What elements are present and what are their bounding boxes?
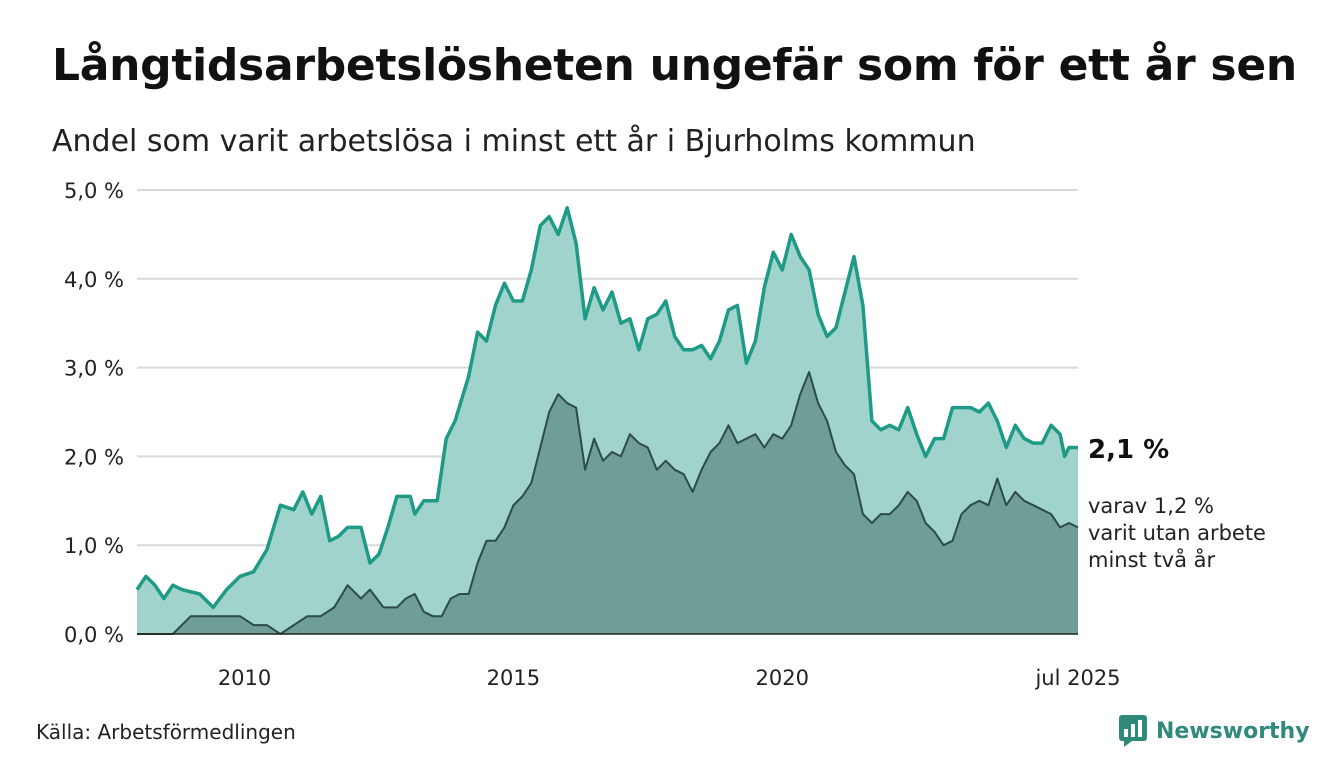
chart-areas [135, 206, 1079, 635]
series-area-minst_tva_ar [137, 372, 1078, 634]
x-tick-label: 2010 [218, 666, 271, 690]
chart-subtitle: Andel som varit arbetslösa i minst ett å… [52, 124, 976, 159]
y-tick-label: 1,0 % [64, 534, 124, 558]
source-note: Källa: Arbetsförmedlingen [36, 720, 296, 744]
y-tick-labels: 0,0 % 1,0 % 2,0 % 3,0 % 4,0 % 5,0 % [64, 179, 124, 647]
x-tick-label: 2015 [487, 666, 540, 690]
end-note-line-1: varav 1,2 % [1088, 494, 1214, 518]
y-tick-label: 2,0 % [64, 445, 124, 469]
y-tick-label: 5,0 % [64, 179, 124, 203]
end-note-line-3: minst två år [1088, 547, 1216, 572]
y-tick-label: 4,0 % [64, 268, 124, 292]
newsworthy-icon [1119, 715, 1147, 747]
chart-title: Långtidsarbetslösheten ungefär som för e… [52, 40, 1297, 91]
brand-logo: Newsworthy [1118, 714, 1310, 748]
brand-name: Newsworthy [1156, 718, 1310, 744]
end-note-line-2: varit utan arbete [1088, 521, 1266, 545]
y-tick-label: 3,0 % [64, 357, 124, 381]
series-line-minst_tva_ar [137, 371, 1079, 635]
y-tick-label: 0,0 % [64, 623, 124, 647]
x-tick-labels: 2010 2015 2020 jul 2025 [218, 666, 1121, 690]
x-tick-label: 2020 [756, 666, 809, 690]
end-value-label: 2,1 % [1088, 435, 1169, 465]
series-line-minst_ett_ar [135, 206, 1078, 610]
x-tick-label: jul 2025 [1034, 666, 1120, 690]
